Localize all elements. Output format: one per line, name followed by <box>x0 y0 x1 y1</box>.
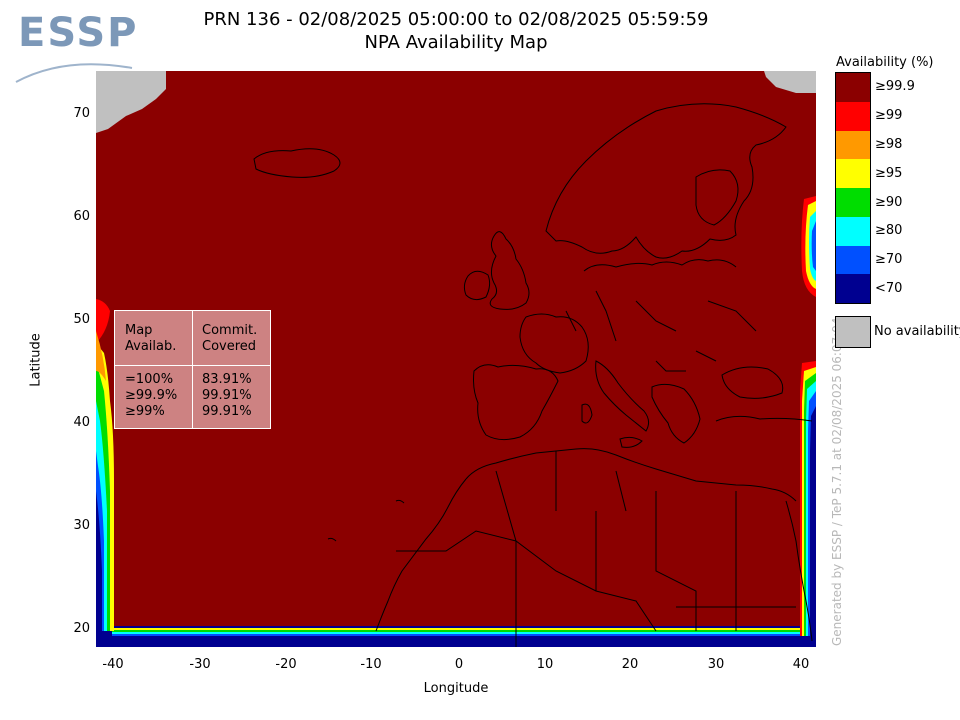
row-map-value: =100% <box>125 372 174 387</box>
no-availability-nw <box>96 71 166 133</box>
chart-title: PRN 136 - 02/08/2025 05:00:00 to 02/08/2… <box>203 9 709 30</box>
x-tick: 10 <box>536 657 554 672</box>
no-availability-swatch <box>835 316 871 348</box>
band-70-right-upper <box>811 221 816 271</box>
logo-swoosh <box>15 63 133 83</box>
y-tick: 60 <box>73 209 90 224</box>
legend-label: ≥80 <box>875 223 903 238</box>
essp-logo: ESSP <box>14 10 136 83</box>
x-axis-label: Longitude <box>423 681 489 696</box>
legend-title: Availability (%) <box>836 55 934 70</box>
legend-label: ≥90 <box>875 195 903 210</box>
x-tick: -10 <box>360 657 382 672</box>
band-lt70-bottom-strip <box>96 636 816 647</box>
legend-label: ≥98 <box>875 137 903 152</box>
no-availability-ne <box>764 71 816 93</box>
legend-colorbar <box>835 72 871 304</box>
legend-label: <70 <box>875 281 903 296</box>
table-divider-vertical <box>192 311 193 428</box>
band-80-bottom <box>112 632 802 634</box>
legend-swatch-80 <box>836 216 870 246</box>
x-tick: 20 <box>621 657 639 672</box>
legend-swatch-lt70 <box>836 274 870 303</box>
y-tick: 40 <box>73 415 90 430</box>
legend-swatch-99-9 <box>836 73 870 102</box>
header-commit: Commit. <box>202 323 258 338</box>
logo-text: ESSP <box>18 10 139 56</box>
x-tick: 40 <box>792 657 810 672</box>
legend-swatch-70 <box>836 245 870 275</box>
x-tick: 30 <box>707 657 725 672</box>
coastlines <box>253 103 813 642</box>
availability-stats-table: Map Availab. Commit. Covered =100% ≥99.9… <box>114 310 271 429</box>
row-map-value: ≥99.9% <box>125 388 178 403</box>
row-covered-value: 83.91% <box>202 372 252 387</box>
row-map-value: ≥99% <box>125 404 165 419</box>
table-divider-horizontal <box>115 365 270 366</box>
band-98-left <box>96 331 106 381</box>
header-covered: Covered <box>202 339 257 354</box>
y-tick: 30 <box>73 518 90 533</box>
band-99-left <box>96 299 110 343</box>
band-lt70-left <box>96 491 102 647</box>
legend-label: ≥99 <box>875 108 903 123</box>
y-tick: 20 <box>73 621 90 636</box>
legend-label: ≥70 <box>875 252 903 267</box>
header-availab: Availab. <box>125 339 177 354</box>
y-tick: 70 <box>73 106 90 121</box>
band-90-bottom <box>112 630 802 632</box>
band-95-bottom <box>112 628 802 630</box>
generated-credit: Generated by ESSP / TeP 5.7.1 at 02/08/2… <box>830 317 844 646</box>
x-tick: -40 <box>102 657 124 672</box>
x-tick: 0 <box>454 657 464 672</box>
legend-label: ≥95 <box>875 166 903 181</box>
country-borders <box>396 290 796 647</box>
no-availability-label: No availability <box>874 324 960 339</box>
row-covered-value: 99.91% <box>202 388 252 403</box>
header-map: Map <box>125 323 153 338</box>
chart-subtitle: NPA Availability Map <box>364 32 548 53</box>
y-axis-label: Latitude <box>28 333 44 387</box>
legend-label: ≥99.9 <box>875 79 915 94</box>
band-70-bottom <box>112 634 802 636</box>
row-covered-value: 99.91% <box>202 404 252 419</box>
x-tick: -20 <box>275 657 297 672</box>
legend-swatch-98 <box>836 130 870 160</box>
x-tick: -30 <box>189 657 211 672</box>
legend-swatch-90 <box>836 188 870 217</box>
band-lt70-right-lower <box>810 406 816 647</box>
legend-swatch-99 <box>836 101 870 131</box>
legend-swatch-95 <box>836 159 870 188</box>
y-tick: 50 <box>73 312 90 327</box>
